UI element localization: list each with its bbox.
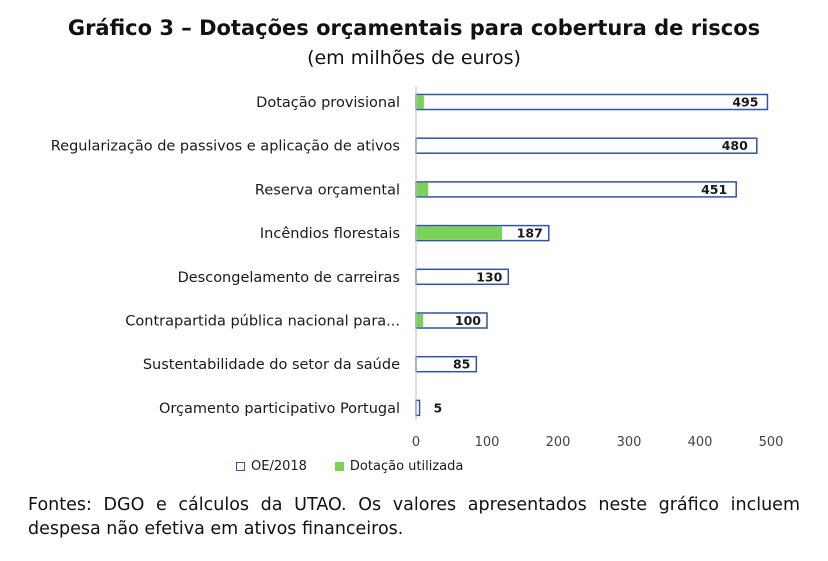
legend-label-oe2018: OE/2018 [251, 459, 307, 474]
category-label-reserva-orcamental: Reserva orçamental [255, 182, 400, 198]
x-tick-label: 0 [412, 435, 420, 450]
x-tick-label: 300 [617, 435, 642, 450]
category-label-regularizacao-de-passivos-e-aplicacao-de-ativos: Regularização de passivos e aplicação de… [51, 139, 400, 155]
data-label-dotacao-provisional: 495 [732, 95, 758, 110]
bar-oe2018-regularizacao-de-passivos-e-aplicacao-de-ativos [415, 137, 758, 154]
data-label-regularizacao-de-passivos-e-aplicacao-de-ativos: 480 [722, 138, 748, 153]
chart-subtitle: (em milhões de euros) [307, 47, 521, 69]
bar-oe2018-orcamento-participativo-portugal [415, 399, 421, 417]
bar-oe2018-reserva-orcamental [415, 181, 737, 198]
category-label-sustentabilidade-do-setor-da-saude: Sustentabilidade do setor da saúde [143, 357, 400, 373]
category-label-dotacao-provisional: Dotação provisional [256, 95, 400, 111]
source-note: Fontes: DGO e cálculos da UTAO. Os valor… [28, 495, 800, 539]
legend-label-dotacao-utilizada: Dotação utilizada [349, 459, 464, 474]
data-label-descongelamento-de-carreiras: 130 [476, 269, 502, 284]
x-tick-label: 200 [546, 435, 571, 450]
x-tick-label: 100 [475, 435, 500, 450]
bar-dotacao-utilizada-dotacao-provisional [416, 95, 424, 109]
bar-dotacao-utilizada-reserva-orcamental [416, 182, 429, 197]
legend-swatch-oe2018 [236, 462, 245, 471]
data-label-sustentabilidade-do-setor-da-saude: 85 [453, 357, 470, 372]
data-label-incendios-florestais: 187 [517, 226, 543, 241]
category-label-incendios-florestais: Incêndios florestais [260, 226, 400, 242]
data-label-orcamento-participativo-portugal: 5 [434, 400, 443, 415]
chart-legend: OE/2018 Dotação utilizada [236, 459, 463, 474]
x-tick-label: 500 [759, 435, 784, 450]
legend-swatch-dotacao-utilizada [334, 462, 344, 471]
chart-title: Gráfico 3 – Dotações orçamentais para co… [67, 16, 761, 40]
category-label-orcamento-participativo-portugal: Orçamento participativo Portugal [159, 401, 400, 417]
category-label-descongelamento-de-carreiras: Descongelamento de carreiras [178, 270, 400, 286]
bar-dotacao-utilizada-contrapartida-publica-nacional-para [416, 313, 424, 328]
bar-oe2018-dotacao-provisional [415, 93, 769, 111]
x-tick-label: 400 [688, 435, 713, 450]
data-label-reserva-orcamental: 451 [701, 182, 727, 197]
category-label-contrapartida-publica-nacional-para: Contrapartida pública nacional para... [125, 314, 400, 330]
bar-dotacao-utilizada-incendios-florestais [416, 226, 502, 240]
data-label-contrapartida-publica-nacional-para: 100 [455, 313, 481, 328]
